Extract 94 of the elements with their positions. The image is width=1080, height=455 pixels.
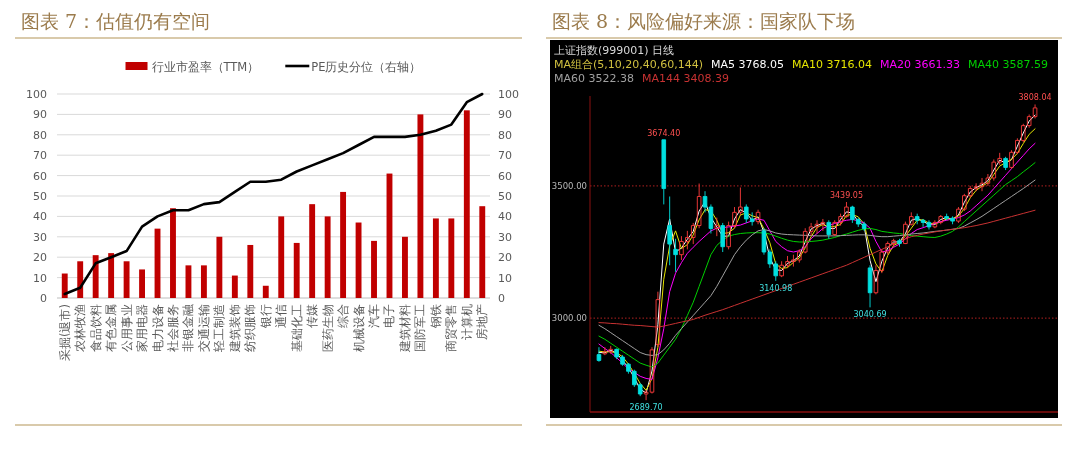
y2-tick-label: 0	[498, 292, 505, 305]
bar	[216, 236, 223, 298]
x-tick-label: 医药生物	[320, 304, 335, 353]
text: MA20 3661.33	[880, 58, 961, 71]
bar	[108, 253, 115, 298]
x-tick-label: 国防军工	[413, 304, 428, 352]
x-tick-label: 建筑材料	[397, 304, 412, 353]
x-tick-label: 银行	[258, 304, 273, 329]
bar	[448, 218, 455, 298]
y2-tick-label: 100	[498, 88, 519, 101]
x-tick-label: 交通运输	[196, 304, 211, 352]
y-tick-label: 60	[33, 169, 47, 183]
y-tick-label: 100	[26, 88, 47, 101]
bar	[402, 236, 408, 298]
x-tick-label: 公用事业	[119, 304, 134, 352]
bar	[293, 242, 300, 298]
y-tick-label: 3000.00	[551, 313, 587, 324]
y2-tick-label: 60	[498, 169, 512, 183]
x-tick-label: 传媒	[305, 304, 320, 328]
y2-tick-label: 50	[498, 190, 512, 203]
x-tick-label: 非银金融	[181, 304, 196, 352]
text: MA5 3768.05	[711, 58, 785, 71]
legend-label: 行业市盈率（TTM）	[151, 59, 260, 74]
y-tick-label: 80	[33, 128, 47, 142]
y-tick-label: 3500.00	[551, 180, 587, 191]
y2-tick-label: 10	[498, 271, 512, 285]
y2-tick-label: 20	[498, 251, 512, 265]
annotation: 3439.05	[829, 191, 864, 201]
bar	[123, 261, 130, 298]
annotation: 2689.70	[629, 403, 663, 413]
bar	[371, 240, 377, 298]
bar	[463, 110, 470, 298]
x-tick-label: 社会服务	[166, 304, 180, 352]
bar	[309, 204, 316, 298]
x-tick-label: 食品饮料	[88, 304, 103, 352]
bar	[479, 206, 486, 298]
text: MA10 3716.04	[792, 58, 873, 71]
y-tick-label: 90	[33, 108, 47, 122]
text: MA40 3587.59	[968, 58, 1049, 71]
y-tick-label: 40	[33, 210, 47, 224]
x-tick-label: 基础化工	[289, 304, 304, 352]
chart-title: 图表 8：风险偏好来源：国家队下场	[552, 10, 856, 32]
text: MA144 3408.39	[642, 72, 729, 85]
x-tick-label: 通信	[274, 304, 289, 328]
bar	[355, 222, 362, 298]
bar	[340, 191, 347, 298]
x-tick-label: 有色金属	[104, 304, 119, 353]
y-tick-label: 50	[33, 190, 47, 203]
x-tick-label: 计算机	[459, 304, 474, 340]
x-tick-label: 建筑装饰	[227, 304, 242, 353]
x-tick-label: 汽车	[367, 304, 382, 328]
x-tick-label: 轻工制造	[212, 304, 227, 353]
bar	[170, 208, 176, 298]
x-tick-label: 商贸零售	[444, 304, 459, 352]
legend-title: MA组合(5,10,20,40,60,144)	[554, 58, 704, 71]
legend-label: PE历史分位（右轴）	[311, 59, 422, 74]
bar	[139, 269, 145, 298]
bar	[417, 114, 424, 298]
bar	[278, 216, 285, 298]
x-tick-label: 农林牧渔	[73, 304, 88, 352]
x-tick-label: 机械设备	[351, 304, 366, 352]
text: MA60 3522.38	[554, 72, 634, 85]
y2-tick-label: 70	[498, 149, 512, 163]
y2-tick-label: 40	[498, 210, 512, 224]
y-tick-label: 10	[33, 271, 47, 285]
bar	[61, 273, 68, 298]
y-tick-label: 0	[40, 292, 47, 305]
x-tick-label: 采掘(退市)	[57, 304, 72, 361]
x-tick-label: 钢铁	[428, 304, 443, 330]
x-tick-label: 房地产	[475, 304, 490, 340]
y-tick-label: 30	[33, 230, 47, 244]
bar	[262, 285, 269, 298]
x-tick-label: 电子	[382, 304, 397, 328]
annotation: 3040.69	[853, 310, 887, 320]
x-tick-label: 综合	[336, 304, 351, 328]
x-tick-label: 家用电器	[135, 304, 150, 352]
annotation: 3808.04	[1018, 93, 1052, 103]
annotation: 3674.40	[647, 128, 681, 138]
y2-tick-label: 90	[498, 108, 512, 122]
x-tick-label: 纺织服饰	[243, 304, 258, 352]
bar	[92, 255, 99, 298]
line-series	[598, 209, 1036, 328]
y-tick-label: 70	[33, 149, 47, 163]
bar	[324, 216, 331, 298]
chart-subtitle: 上证指数(999001) 日线	[554, 44, 675, 57]
y2-tick-label: 30	[498, 230, 512, 244]
bar	[231, 275, 238, 298]
bar	[247, 244, 254, 298]
y-tick-label: 20	[33, 251, 47, 265]
x-tick-label: 电力设备	[150, 304, 165, 352]
chart-title: 图表 7：估值仍有空间	[21, 10, 211, 32]
y2-tick-label: 80	[498, 128, 512, 142]
bar	[200, 265, 207, 298]
bar	[432, 218, 439, 298]
